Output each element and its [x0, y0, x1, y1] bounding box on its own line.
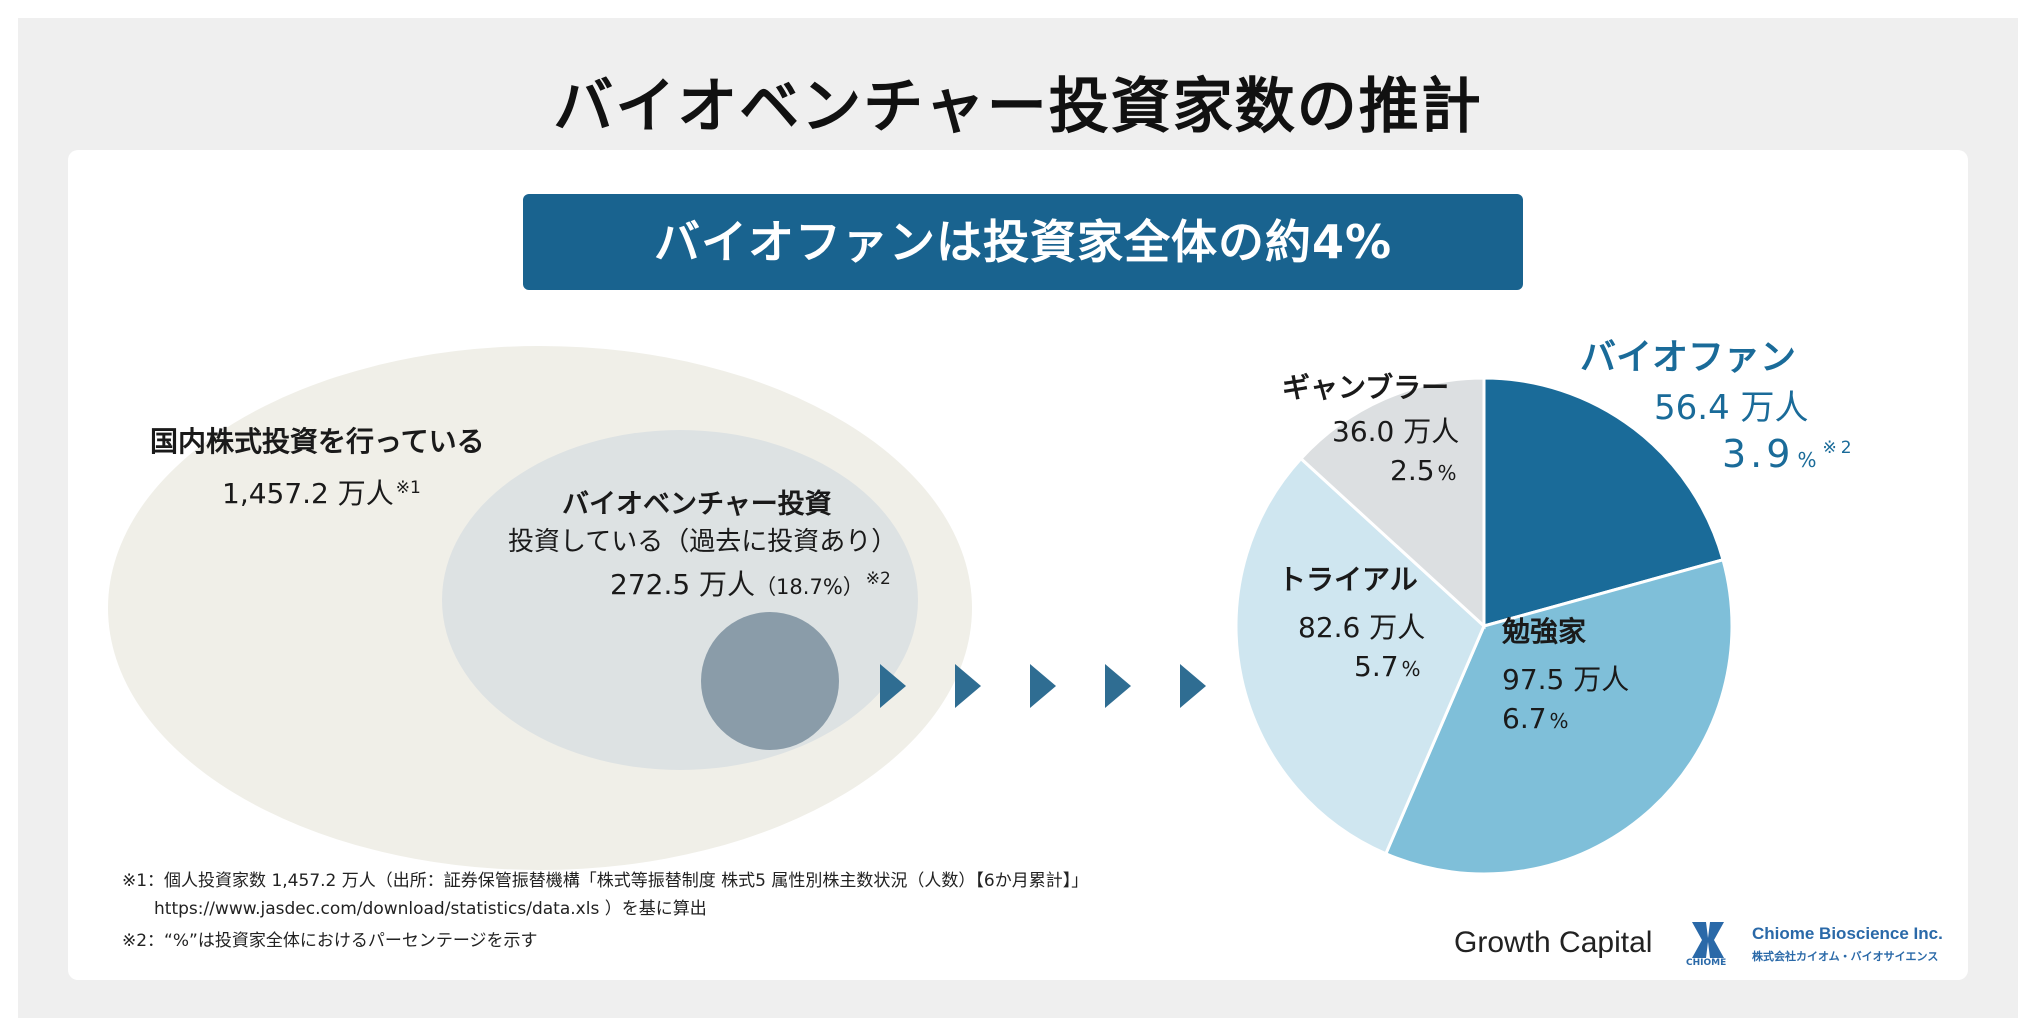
slice-percent-line-gambler: 2.5% — [1390, 454, 1457, 487]
arrow-5 — [1180, 664, 1206, 708]
slice-value-gambler: 36.0 万人 — [1332, 415, 1460, 448]
percent-unit: % — [1437, 461, 1457, 485]
domestic-label: 国内株式投資を行っている — [150, 425, 485, 458]
arrow-1 — [880, 664, 906, 708]
arrow-3 — [1030, 664, 1056, 708]
slice-percent-line-biofan: 3.9% ※2 — [1722, 432, 1856, 476]
percent-unit: % — [1401, 657, 1421, 681]
arrow-4 — [1105, 664, 1131, 708]
slice-percent-line-trial: 5.7% — [1354, 650, 1421, 683]
growth-capital-logo: Growth Capital — [1454, 926, 1653, 959]
slice-value-trial: 82.6 万人 — [1298, 611, 1426, 644]
arrow-2 — [955, 664, 981, 708]
bioventure-value: 272.5 万人 — [610, 568, 756, 601]
bioventure-value-line: 272.5 万人（18.7%） ※2 — [610, 563, 891, 603]
pie-chart — [1234, 376, 1734, 876]
footnote-1-line-2: https://www.jasdec.com/download/statisti… — [154, 899, 707, 919]
slice-value-student: 97.5 万人 — [1502, 663, 1630, 696]
slice-label-trial: トライアル — [1278, 563, 1418, 596]
percent-note-mark: ※2 — [1822, 438, 1856, 459]
chiome-name-en: Chiome Bioscience Inc. — [1752, 924, 1943, 943]
pie-slice-biofan — [1482, 376, 1725, 628]
footnote-2: ※2：“%”は投資家全体におけるパーセンテージを示す — [122, 931, 538, 951]
slice-label-biofan: バイオファン — [1580, 337, 1797, 378]
page-title: バイオベンチャー投資家数の推計 — [553, 72, 1483, 142]
slice-label-gambler: ギャンブラー — [1282, 371, 1450, 404]
bio-fan-circle — [701, 612, 839, 750]
headline-banner: バイオファンは投資家全体の約4% — [523, 194, 1523, 290]
pie-slice-trial — [1234, 456, 1486, 856]
chiome-x-icon — [1692, 922, 1724, 958]
percent-unit: % — [1549, 709, 1569, 733]
slice-percent-line-student: 6.7% — [1502, 702, 1569, 735]
slice-value-biofan: 56.4 万人 — [1654, 388, 1809, 428]
chiome-mark-text: CHIOME — [1686, 958, 1727, 968]
pie-slice-gambler — [1298, 376, 1486, 630]
percent-unit: % — [1797, 448, 1821, 472]
bioventure-label: バイオベンチャー投資 — [562, 489, 832, 520]
domestic-value-line: 1,457.2 万人 ※1 — [222, 472, 421, 512]
chiome-logo-mark — [1686, 920, 1730, 964]
domestic-note-mark: ※1 — [395, 477, 421, 498]
footnote-1-line-1: ※1：個人投資家数 1,457.2 万人（出所：証券保管振替機構「株式等振替制度… — [122, 871, 1089, 891]
pie-slice-student — [1383, 557, 1734, 876]
bioventure-note-mark: ※2 — [865, 568, 891, 589]
bioventure-sub: 投資している（過去に投資あり） — [508, 527, 898, 557]
domestic-value: 1,457.2 万人 — [222, 477, 394, 510]
slice-percent-gambler: 2.5 — [1390, 454, 1435, 487]
slice-percent-student: 6.7 — [1502, 702, 1547, 735]
bioventure-share: （18.7%） — [755, 575, 864, 599]
slice-label-student: 勉強家 — [1502, 615, 1587, 648]
chiome-name-ja: 株式会社カイオム・バイオサイエンス — [1752, 950, 1939, 963]
slice-percent-biofan: 3.9 — [1722, 432, 1795, 476]
slice-percent-trial: 5.7 — [1354, 650, 1399, 683]
